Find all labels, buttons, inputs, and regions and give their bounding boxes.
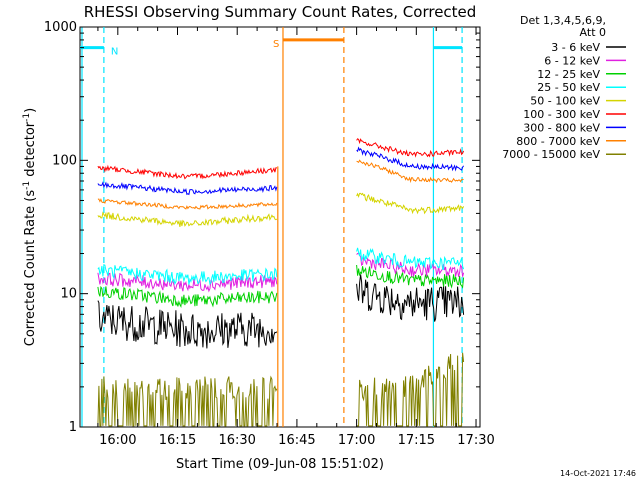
x-tick-label: 17:30 bbox=[457, 433, 494, 448]
series-line bbox=[97, 285, 278, 308]
series-line bbox=[356, 274, 465, 322]
y-axis-label-part1: Corrected Count Rate (s bbox=[23, 190, 38, 347]
series-line bbox=[97, 263, 278, 286]
series-line bbox=[97, 300, 278, 349]
y-tick-label: 100 bbox=[52, 153, 77, 168]
series-3-6-keV bbox=[97, 274, 465, 349]
y-tick-label: 1 bbox=[69, 420, 77, 435]
chart-title: RHESSI Observing Summary Count Rates, Co… bbox=[84, 3, 477, 21]
legend-label: 800 - 7000 keV bbox=[516, 135, 600, 148]
legend-label: 100 - 300 keV bbox=[523, 108, 600, 121]
x-tick-label: 17:15 bbox=[398, 433, 435, 448]
night-flag-label: N bbox=[111, 47, 118, 58]
series-line bbox=[356, 138, 465, 158]
series-100-300-keV bbox=[97, 138, 465, 180]
legend-label: 25 - 50 keV bbox=[537, 81, 600, 94]
x-tick-label: 16:15 bbox=[159, 433, 196, 448]
flags-layer: NS bbox=[80, 27, 463, 427]
y-axis-label-part2: detector bbox=[23, 121, 38, 181]
series-line bbox=[356, 159, 464, 184]
series-line bbox=[356, 247, 465, 271]
plot-frame bbox=[79, 26, 481, 428]
series-line bbox=[97, 181, 278, 196]
x-tick-label: 16:00 bbox=[99, 433, 136, 448]
legend-label: 3 - 6 keV bbox=[551, 41, 600, 54]
series-800-7000-keV bbox=[97, 159, 464, 210]
legend-header: Det 1,3,4,5,6,9, bbox=[520, 14, 606, 27]
x-tick-label: 16:30 bbox=[218, 433, 255, 448]
y-axis-label: Corrected Count Rate (s-1 detector-1) bbox=[22, 108, 38, 346]
series-line bbox=[356, 252, 465, 278]
series-line bbox=[97, 375, 278, 427]
y-tick-label: 10 bbox=[60, 287, 77, 302]
legend-label: 6 - 12 keV bbox=[544, 54, 600, 67]
series-12-25-keV bbox=[97, 264, 465, 308]
legend-label: 300 - 800 keV bbox=[523, 121, 600, 134]
legend-header: Att 0 bbox=[580, 26, 606, 39]
timestamp: 14-Oct-2021 17:46 bbox=[560, 469, 636, 478]
x-tick-label: 17:00 bbox=[338, 433, 375, 448]
x-axis-label: Start Time (09-Jun-08 15:51:02) bbox=[176, 457, 384, 472]
axes-layer: 16:00 16:15 16:30 16:45 17:00 17:15 17:30 1 10 10… bbox=[44, 20, 495, 448]
series-line bbox=[97, 164, 277, 180]
series-50-100-keV bbox=[97, 192, 465, 227]
series-line bbox=[356, 146, 465, 172]
series-layer bbox=[97, 138, 465, 427]
series-line bbox=[356, 192, 465, 215]
x-tick-label: 16:45 bbox=[278, 433, 315, 448]
series-7000-15000-keV bbox=[97, 352, 465, 427]
series-25-50-keV bbox=[97, 247, 465, 286]
y-axis-label-sup1: -1 bbox=[22, 181, 32, 190]
saa-flag-label: S bbox=[273, 39, 279, 50]
legend-label: 7000 - 15000 keV bbox=[502, 148, 600, 161]
series-line bbox=[356, 352, 465, 427]
y-tick-label: 1000 bbox=[44, 20, 77, 35]
series-line bbox=[97, 211, 278, 227]
series-line bbox=[356, 264, 465, 289]
legend-label: 50 - 100 keV bbox=[530, 95, 600, 108]
y-axis-label-part3: ) bbox=[23, 108, 38, 113]
y-axis-label-sup2: -1 bbox=[22, 113, 32, 122]
legend-label: 12 - 25 keV bbox=[537, 68, 600, 81]
series-300-800-keV bbox=[97, 146, 465, 196]
series-line bbox=[97, 198, 278, 210]
